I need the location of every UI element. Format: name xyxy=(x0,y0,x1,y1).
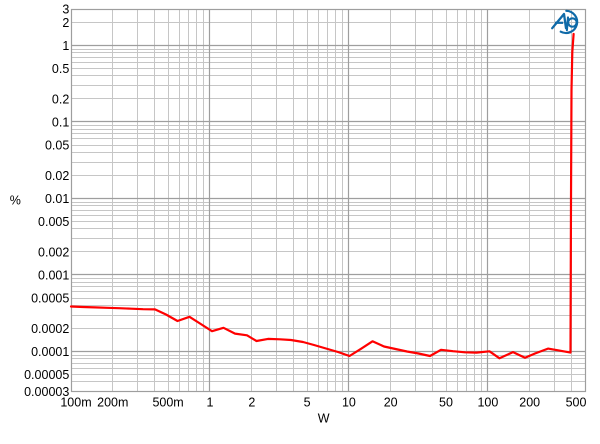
svg-text:0.2: 0.2 xyxy=(52,92,69,106)
svg-text:0.05: 0.05 xyxy=(45,138,69,152)
svg-text:2: 2 xyxy=(62,16,69,30)
svg-text:2: 2 xyxy=(248,395,255,409)
svg-text:5: 5 xyxy=(304,395,311,409)
svg-text:3: 3 xyxy=(62,2,69,16)
svg-text:0.0002: 0.0002 xyxy=(31,322,69,336)
svg-text:0.002: 0.002 xyxy=(38,245,69,259)
svg-text:0.005: 0.005 xyxy=(38,215,69,229)
svg-text:50: 50 xyxy=(439,395,453,409)
svg-text:200m: 200m xyxy=(97,395,128,409)
svg-text:%: % xyxy=(10,193,21,207)
svg-text:0.1: 0.1 xyxy=(52,115,69,129)
svg-text:0.0005: 0.0005 xyxy=(31,291,69,305)
svg-text:W: W xyxy=(318,411,330,425)
svg-text:20: 20 xyxy=(384,395,398,409)
svg-text:0.00003: 0.00003 xyxy=(24,385,69,399)
svg-text:0.01: 0.01 xyxy=(45,192,69,206)
svg-text:100m: 100m xyxy=(60,395,91,409)
svg-text:200: 200 xyxy=(519,395,540,409)
svg-text:500: 500 xyxy=(566,395,587,409)
svg-text:500m: 500m xyxy=(152,395,183,409)
svg-text:10: 10 xyxy=(342,395,356,409)
svg-text:0.001: 0.001 xyxy=(38,268,69,282)
svg-text:0.0001: 0.0001 xyxy=(31,345,69,359)
svg-text:100: 100 xyxy=(477,395,498,409)
svg-text:1: 1 xyxy=(207,395,214,409)
svg-text:1: 1 xyxy=(62,39,69,53)
svg-text:0.00005: 0.00005 xyxy=(24,368,69,382)
svg-text:0.02: 0.02 xyxy=(45,169,69,183)
svg-text:0.5: 0.5 xyxy=(52,62,69,76)
